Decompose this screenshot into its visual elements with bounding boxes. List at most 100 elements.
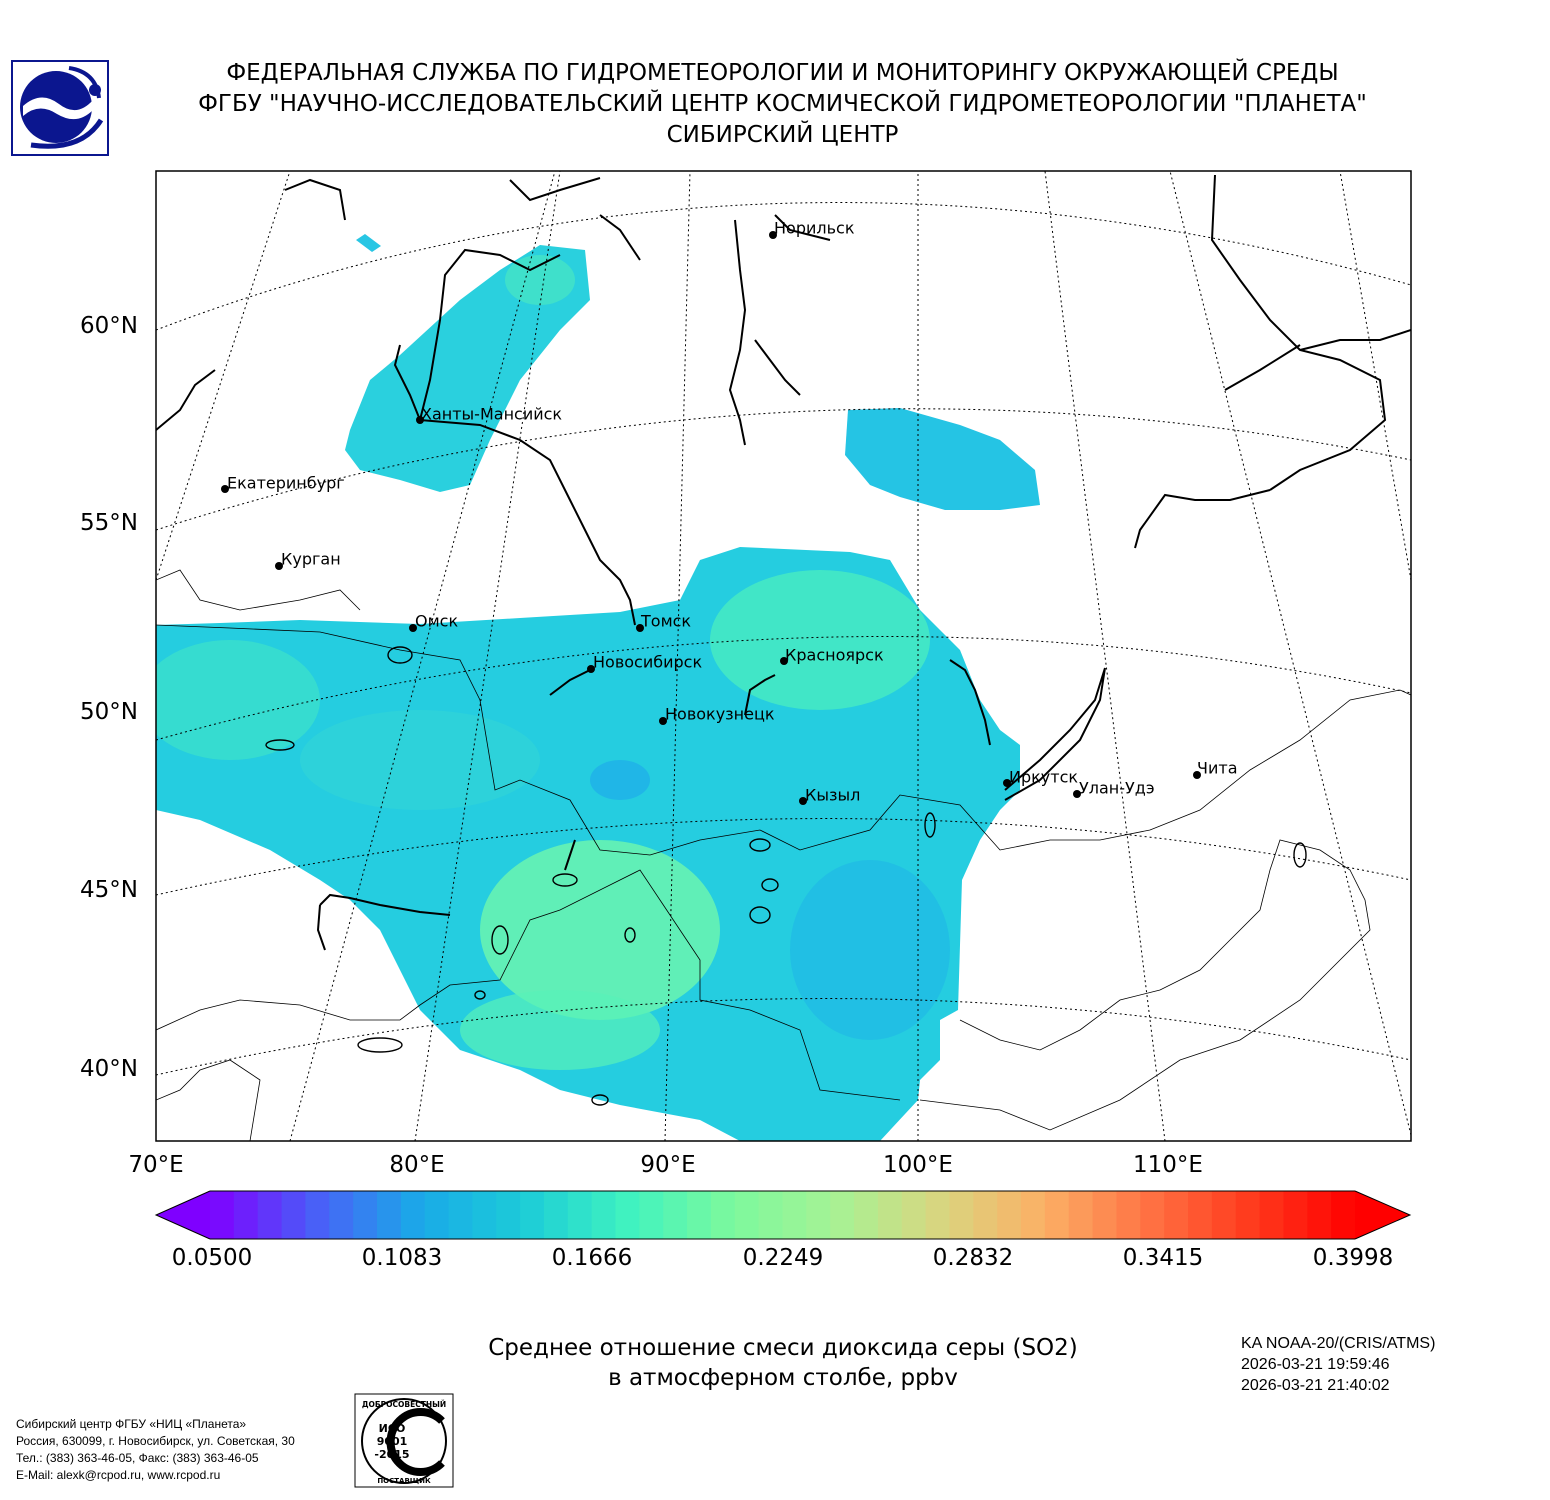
colorbar-label-4: 0.2832 — [932, 1245, 1014, 1271]
city-dot-omsk — [409, 624, 417, 632]
city-label-ekaterinburg: Екатеринбург — [227, 473, 345, 493]
iso-badge: ДОБРОСОВЕСТНЫЙ ПОСТАВЩИК ИСО 9001 -2015 — [354, 1393, 454, 1488]
city-label-tomsk: Томск — [641, 611, 692, 631]
colorbar-cell — [520, 1191, 545, 1239]
colorbar-cell — [1116, 1191, 1141, 1239]
city-dot-novosibirsk — [587, 665, 595, 673]
colorbar-cell — [973, 1191, 998, 1239]
colorbar-cell — [663, 1191, 688, 1239]
footer-line-1: Сибирский центр ФГБУ «НИЦ «Планета» — [16, 1417, 247, 1431]
colorbar-cell — [353, 1191, 378, 1239]
colorbar-cell — [1092, 1191, 1117, 1239]
colorbar-cell — [687, 1191, 712, 1239]
colorbar-cell — [1140, 1191, 1165, 1239]
header: ФЕДЕРАЛЬНАЯ СЛУЖБА ПО ГИДРОМЕТЕОРОЛОГИИ … — [0, 58, 1550, 151]
lat-label-45: 45°N — [80, 877, 138, 903]
colorbar-cell — [782, 1191, 807, 1239]
colorbar-cell — [949, 1191, 974, 1239]
header-line-1: ФЕДЕРАЛЬНАЯ СЛУЖБА ПО ГИДРОМЕТЕОРОЛОГИИ … — [226, 60, 1339, 86]
footer-line-2: Россия, 630099, г. Новосибирск, ул. Сове… — [16, 1434, 295, 1448]
graticule — [156, 171, 1411, 1141]
colorbar-cell — [329, 1191, 354, 1239]
footer-line-4: E-Mail: alexk@rcpod.ru, www.rcpod.ru — [16, 1468, 221, 1482]
colorbar-cell — [854, 1191, 879, 1239]
city-label-kyzyl: Кызыл — [805, 785, 861, 805]
colorbar-cell — [543, 1191, 569, 1239]
lon-label-100: 100°E — [883, 1152, 953, 1178]
colorbar-label-5: 0.3415 — [1122, 1245, 1204, 1271]
colorbar-cell — [233, 1191, 259, 1239]
city-dot-krasnoyarsk — [780, 657, 788, 665]
city-dot-ekaterinburg — [221, 485, 229, 493]
colorbar-cell — [734, 1191, 760, 1239]
colorbar-cell — [496, 1191, 521, 1239]
iso-bottom-text: ПОСТАВЩИК — [377, 1477, 431, 1485]
colorbar-min-arrow — [156, 1191, 210, 1239]
footer-line-3: Тел.: (383) 363-46-05, Факс: (383) 363-4… — [16, 1451, 259, 1465]
colorbar-cell — [639, 1191, 664, 1239]
city-label-krasnoyarsk: Красноярск — [785, 645, 884, 665]
iso-center-text-1: ИСО — [379, 1422, 406, 1435]
colorbar-cell — [1188, 1191, 1213, 1239]
caption-line-2: в атмосферном столбе, ppbv — [608, 1365, 958, 1391]
colorbar-cells — [210, 1191, 1356, 1239]
iso-center-text-2: 9001 — [377, 1435, 408, 1448]
colorbar-cell — [210, 1191, 235, 1239]
city-dot-novokuznetsk — [659, 717, 667, 725]
satellite-instrument: KA NOAA-20/(CRIS/ATMS) — [1241, 1335, 1436, 1352]
colorbar-cell — [281, 1191, 306, 1239]
city-label-kurgan: Курган — [281, 549, 341, 569]
header-line-2: ФГБУ "НАУЧНО-ИССЛЕДОВАТЕЛЬСКИЙ ЦЕНТР КОС… — [198, 91, 1367, 117]
colorbar-cell — [925, 1191, 950, 1239]
borders — [156, 569, 1411, 1141]
colorbar — [154, 1190, 1412, 1240]
city-dot-kurgan — [275, 562, 283, 570]
colorbar-cell — [806, 1191, 831, 1239]
colorbar-label-2: 0.1666 — [551, 1245, 633, 1271]
colorbar-cell — [567, 1191, 593, 1239]
city-dot-irkutsk — [1003, 779, 1011, 787]
iso-center-text-3: -2015 — [374, 1448, 409, 1461]
header-line-3: СИБИРСКИЙ ЦЕНТР — [666, 122, 899, 148]
satellite-time-end: 2026-03-21 21:40:02 — [1241, 1377, 1390, 1394]
colorbar-cell — [710, 1191, 736, 1239]
colorbar-cell — [376, 1191, 402, 1239]
colorbar-cell — [830, 1191, 855, 1239]
colorbar-cell — [758, 1191, 783, 1239]
city-dot-chita — [1193, 771, 1201, 779]
satellite-info: KA NOAA-20/(CRIS/ATMS) 2026-03-21 19:59:… — [1241, 1333, 1435, 1396]
so2-swath-north — [345, 234, 590, 492]
lat-label-50: 50°N — [80, 699, 138, 725]
map-caption: Среднее отношение смеси диоксида серы (S… — [433, 1333, 1133, 1393]
colorbar-cell — [877, 1191, 903, 1239]
colorbar-cell — [305, 1191, 330, 1239]
city-dot-ulan-ude — [1073, 790, 1081, 798]
iso-top-text: ДОБРОСОВЕСТНЫЙ — [362, 1400, 446, 1409]
colorbar-label-6: 0.3998 — [1312, 1245, 1394, 1271]
city-dot-tomsk — [636, 624, 644, 632]
city-dot-khanty — [416, 416, 424, 424]
satellite-time-start: 2026-03-21 19:59:46 — [1241, 1356, 1390, 1373]
colorbar-cell — [1044, 1191, 1070, 1239]
colorbar-cell — [448, 1191, 473, 1239]
colorbar-cell — [1259, 1191, 1284, 1239]
map-frame — [155, 170, 1412, 1142]
lon-label-70: 70°E — [128, 1152, 184, 1178]
rivers — [156, 174, 1411, 951]
colorbar-cell — [257, 1191, 283, 1239]
city-label-norilsk: Норильск — [774, 218, 855, 238]
colorbar-outline — [154, 1190, 1412, 1240]
colorbar-cell — [1164, 1191, 1189, 1239]
colorbar-cell — [1307, 1191, 1332, 1239]
colorbar-cell — [591, 1191, 617, 1239]
city-label-omsk: Омск — [415, 611, 459, 631]
colorbar-label-0: 0.0500 — [171, 1245, 253, 1271]
map-content — [156, 171, 1411, 1141]
colorbar-label-3: 0.2249 — [742, 1245, 824, 1271]
city-dot-norilsk — [769, 231, 777, 239]
lon-label-80: 80°E — [389, 1152, 445, 1178]
colorbar-cell — [615, 1191, 640, 1239]
lat-label-60: 60°N — [80, 313, 138, 339]
colorbar-cell — [1283, 1191, 1308, 1239]
